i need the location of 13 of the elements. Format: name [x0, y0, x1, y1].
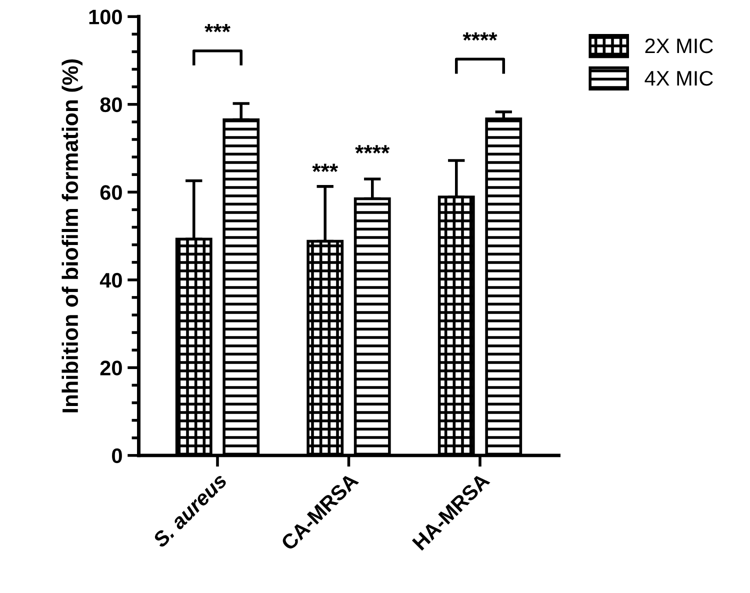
y-tick-label: 60	[100, 185, 122, 200]
legend-label: 2X MIC	[645, 38, 713, 54]
y-tick-label: 80	[100, 97, 122, 112]
data-label: ****	[355, 145, 390, 154]
legend-label: 4X MIC	[644, 70, 713, 86]
y-tick-label: 0	[112, 448, 122, 464]
y-tick-label: 20	[100, 360, 122, 376]
y-tick-label: 40	[100, 272, 122, 288]
data-label: ***	[312, 164, 338, 172]
y-axis-title: Inhibition of biofilm formation (%)	[62, 59, 82, 412]
annotation: ****	[462, 32, 498, 41]
annotation: ***	[204, 24, 230, 32]
y-tick-label: 100	[89, 10, 122, 24]
